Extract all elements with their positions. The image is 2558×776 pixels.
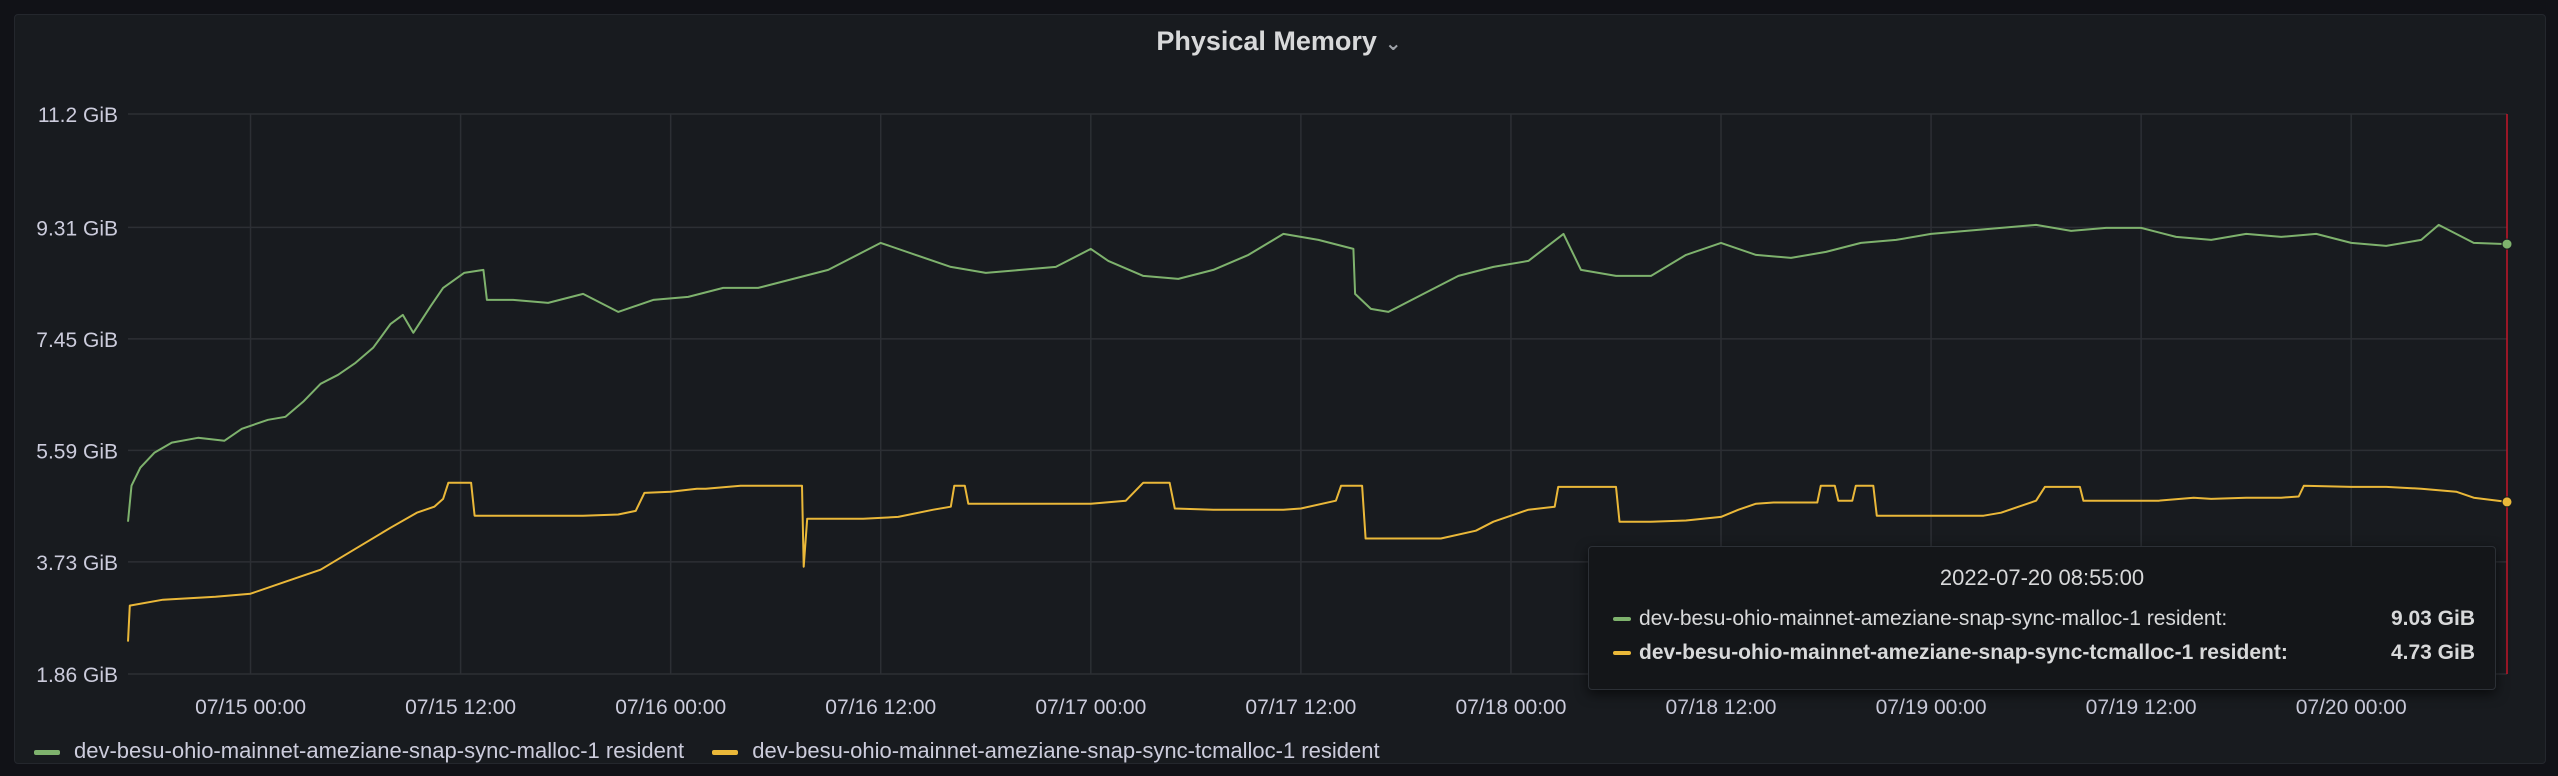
y-tick-label: 3.73 GiB xyxy=(36,552,118,575)
x-tick-label: 07/15 12:00 xyxy=(405,696,516,719)
tooltip-row-tcmalloc: dev-besu-ohio-mainnet-ameziane-snap-sync… xyxy=(1613,641,2475,669)
x-tick-label: 07/19 12:00 xyxy=(2086,696,2197,719)
y-tick-label: 9.31 GiB xyxy=(36,217,118,240)
chevron-down-icon[interactable]: ⌄ xyxy=(1384,33,1402,55)
series-line-malloc[interactable] xyxy=(127,223,2508,522)
tooltip-time: 2022-07-20 08:55:00 xyxy=(1939,565,2145,590)
legend-item-tcmalloc[interactable]: dev-besu-ohio-mainnet-ameziane-snap-sync… xyxy=(712,738,1380,764)
tooltip-series-value: 9.03 GiB xyxy=(2390,607,2475,630)
tcmalloc-swatch xyxy=(1613,651,1631,656)
hover-point xyxy=(2501,238,2513,250)
x-tick-label: 07/16 00:00 xyxy=(615,696,726,719)
x-tick-label: 07/17 12:00 xyxy=(1245,696,1356,719)
legend-swatch-malloc xyxy=(34,749,60,755)
panel-title-text[interactable]: Physical Memory xyxy=(1156,26,1377,56)
x-tick-label: 07/20 00:00 xyxy=(2296,696,2407,719)
legend-label[interactable]: dev-besu-ohio-mainnet-ameziane-snap-sync… xyxy=(752,738,1380,763)
series-line-tcmalloc[interactable] xyxy=(127,481,2508,642)
y-tick-label: 1.86 GiB xyxy=(36,664,118,687)
chart-legend: dev-besu-ohio-mainnet-ameziane-snap-sync… xyxy=(34,738,1402,764)
y-axis-ticks: 1.86 GiB 3.73 GiB 5.59 GiB 7.45 GiB 9.31 GiB… xyxy=(36,104,118,687)
tooltip-row-malloc: dev-besu-ohio-mainnet-ameziane-snap-sync… xyxy=(1613,607,2475,635)
x-tick-label: 07/17 00:00 xyxy=(1035,696,1146,719)
hover-point xyxy=(2501,496,2513,508)
y-tick-label: 11.2 GiB xyxy=(38,104,118,127)
malloc-swatch xyxy=(1613,617,1631,622)
y-tick-label: 7.45 GiB xyxy=(36,329,118,352)
legend-swatch-tcmalloc xyxy=(712,749,739,755)
chart-series xyxy=(127,223,2508,642)
y-tick-label: 5.59 GiB xyxy=(36,440,118,463)
x-tick-label: 07/18 12:00 xyxy=(1666,696,1777,719)
legend-label[interactable]: dev-besu-ohio-mainnet-ameziane-snap-sync… xyxy=(74,738,685,763)
tooltip-series-value: 4.73 GiB xyxy=(2390,641,2475,664)
x-tick-label: 07/16 12:00 xyxy=(825,696,936,719)
x-axis-ticks: 07/15 00:00 07/15 12:00 07/16 00:00 07/16 1… xyxy=(195,696,2407,719)
panel-title[interactable]: Physical Memory ⌄ xyxy=(0,26,2558,57)
hover-tooltip: 2022-07-20 08:55:00 dev-besu-ohio-mainne… xyxy=(1588,546,2496,690)
hover-crosshair xyxy=(2501,114,2513,674)
tooltip-series-name: dev-besu-ohio-mainnet-ameziane-snap-sync… xyxy=(1639,607,2228,630)
tooltip-series-name: dev-besu-ohio-mainnet-ameziane-snap-sync… xyxy=(1639,641,2288,664)
x-tick-label: 07/15 00:00 xyxy=(195,696,306,719)
x-tick-label: 07/19 00:00 xyxy=(1876,696,1987,719)
legend-item-malloc[interactable]: dev-besu-ohio-mainnet-ameziane-snap-sync… xyxy=(34,738,684,764)
x-tick-label: 07/18 00:00 xyxy=(1455,696,1566,719)
